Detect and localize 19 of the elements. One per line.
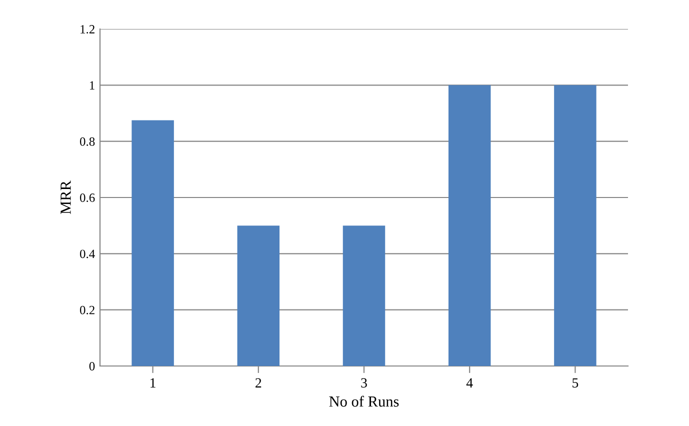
bar	[342, 226, 386, 366]
x-tick-label: 2	[256, 378, 262, 388]
bar	[554, 85, 596, 366]
bar	[448, 85, 491, 366]
bar	[132, 120, 174, 366]
y-tick-label: 0.4	[80, 250, 95, 258]
y-tick-label: 1.2	[80, 25, 94, 34]
y-axis-title: MRR	[60, 180, 71, 214]
y-tick-label: 0.8	[80, 137, 95, 146]
x-tick-label: 5	[572, 378, 578, 388]
y-tick-label: 0.6	[80, 194, 95, 202]
x-axis-title: No of Runs	[329, 396, 399, 407]
x-tick-label: 4	[466, 378, 473, 388]
y-tick-label: 1	[90, 81, 94, 90]
x-tick-label: 1	[150, 378, 156, 388]
y-tick-label: 0	[89, 362, 95, 370]
bar	[237, 226, 280, 366]
x-tick-label: 3	[361, 378, 367, 388]
y-tick-label: 0.2	[80, 306, 94, 314]
